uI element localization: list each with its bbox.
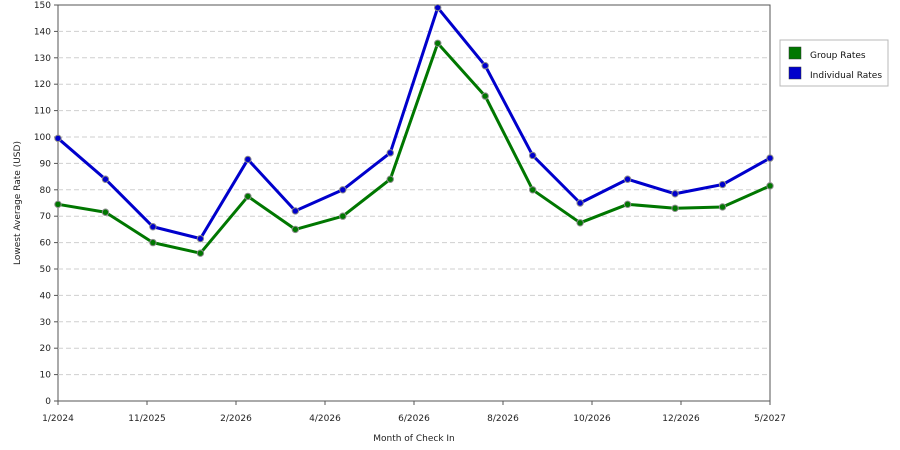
legend-swatch-group bbox=[788, 46, 802, 60]
y-tick-label: 50 bbox=[40, 265, 52, 275]
x-tick-label: 8/2026 bbox=[487, 414, 519, 424]
legend-swatch-individual bbox=[788, 66, 802, 80]
group-rates-point bbox=[54, 200, 62, 209]
group-rates-point bbox=[623, 200, 632, 209]
x-tick-label: 1/2024 bbox=[42, 414, 74, 424]
x-tick-label: 4/2026 bbox=[309, 414, 341, 424]
legend-label-individual: Individual Rates bbox=[810, 71, 882, 81]
y-tick-label: 100 bbox=[34, 133, 51, 143]
individual-rates-point bbox=[291, 207, 300, 215]
group-rates-point bbox=[671, 204, 679, 212]
x-tick-label: 2/2026 bbox=[220, 414, 252, 424]
y-tick-label: 0 bbox=[45, 397, 51, 407]
individual-rates-point bbox=[671, 190, 679, 198]
y-tick-label: 20 bbox=[40, 344, 52, 354]
individual-rates-point bbox=[244, 155, 252, 164]
individual-rates-point bbox=[528, 151, 537, 160]
group-rates-point bbox=[528, 186, 537, 194]
y-tick-label: 140 bbox=[34, 27, 51, 37]
individual-rates-point bbox=[196, 234, 205, 243]
y-tick-label: 150 bbox=[34, 1, 51, 11]
group-rates-point bbox=[718, 203, 727, 211]
legend-label-group: Group Rates bbox=[810, 51, 866, 61]
individual-rates-point bbox=[386, 149, 394, 157]
group-rates-point bbox=[481, 92, 489, 100]
individual-rates-point bbox=[101, 175, 110, 183]
x-tick-label: 6/2026 bbox=[398, 414, 430, 424]
y-tick-label: 120 bbox=[34, 80, 51, 90]
individual-rates-point bbox=[434, 3, 442, 12]
group-rates-point bbox=[386, 175, 394, 183]
group-rates-point bbox=[434, 39, 442, 47]
individual-rates-point bbox=[54, 134, 62, 143]
y-tick-label: 70 bbox=[40, 212, 52, 222]
x-tick-label: 12/2026 bbox=[662, 414, 700, 424]
individual-rates-point bbox=[576, 199, 584, 207]
y-axis-title: Lowest Average Rate (USD) bbox=[13, 141, 23, 265]
individual-rates-line bbox=[57, 6, 771, 241]
y-tick-label: 90 bbox=[40, 159, 52, 169]
group-rates-point bbox=[149, 238, 157, 247]
legend: Group Rates Individual Rates bbox=[779, 39, 889, 87]
individual-rates-point bbox=[623, 175, 632, 183]
x-axis-title: Month of Check In bbox=[373, 434, 455, 444]
series-lines bbox=[54, 3, 774, 257]
y-tick-label: 130 bbox=[34, 54, 51, 64]
y-tick-label: 10 bbox=[40, 371, 52, 381]
x-tick-label: 10/2026 bbox=[573, 414, 611, 424]
individual-rates-point bbox=[339, 186, 347, 194]
group-rates-point bbox=[291, 225, 300, 234]
y-tick-label: 30 bbox=[40, 318, 52, 328]
x-tick-label: 5/2027 bbox=[754, 414, 786, 424]
x-axis: 1/2024 11/2025 2/2026 4/2026 6/2026 8/2026 10/… bbox=[42, 401, 786, 424]
y-tick-label: 40 bbox=[40, 291, 52, 301]
group-rates-line bbox=[57, 41, 771, 255]
group-rates-point bbox=[339, 212, 347, 220]
individual-rates-point bbox=[481, 62, 489, 70]
group-rates-point bbox=[576, 219, 584, 227]
group-rates-point bbox=[766, 182, 774, 190]
y-tick-label: 110 bbox=[34, 107, 51, 117]
y-tick-label: 80 bbox=[40, 186, 52, 196]
x-tick-label: 11/2025 bbox=[128, 414, 165, 424]
individual-rates-point bbox=[149, 223, 157, 231]
grid-lines bbox=[57, 4, 771, 402]
y-tick-label: 60 bbox=[40, 239, 52, 249]
individual-rates-point bbox=[718, 180, 727, 189]
group-rates-point bbox=[196, 249, 205, 257]
group-rates-point bbox=[244, 192, 252, 201]
individual-rates-point bbox=[766, 154, 774, 162]
group-rates-point bbox=[101, 208, 110, 216]
plot-area-border bbox=[57, 4, 771, 402]
